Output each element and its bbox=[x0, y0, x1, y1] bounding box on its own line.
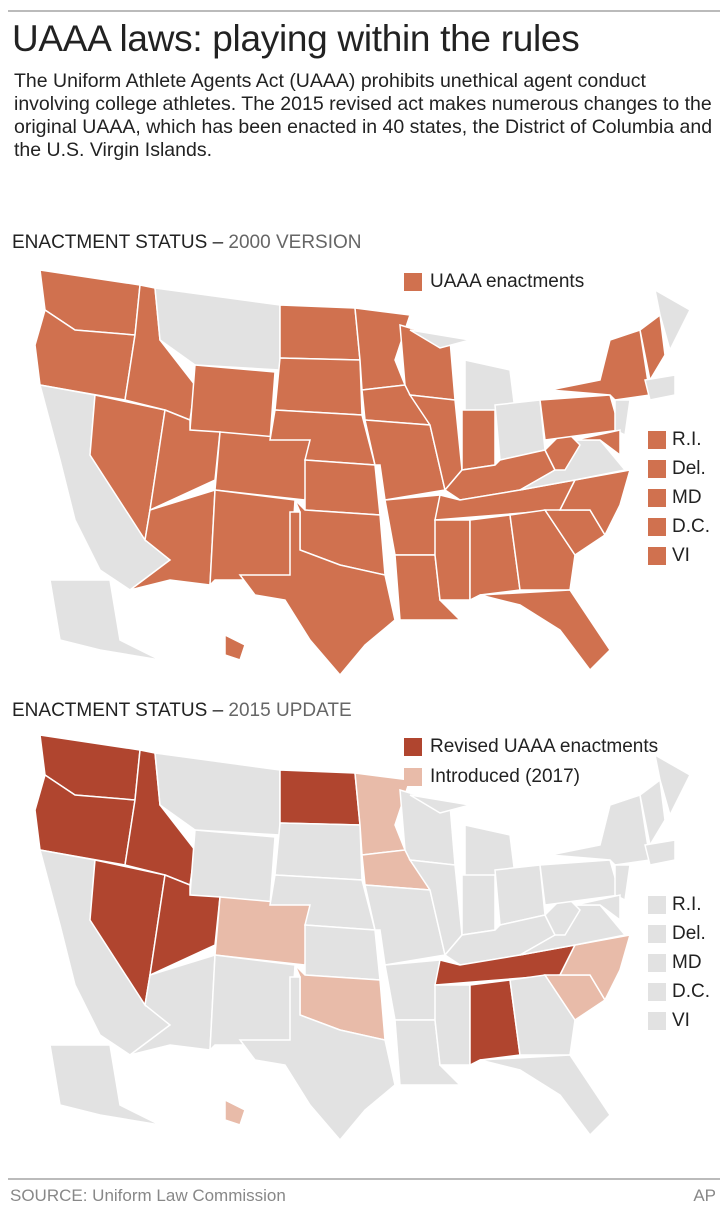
state bbox=[469, 979, 521, 1067]
small-state-label: MD bbox=[672, 487, 702, 508]
state bbox=[238, 976, 396, 1142]
small-state-label: Del. bbox=[672, 458, 706, 479]
state bbox=[49, 579, 161, 661]
state bbox=[304, 459, 381, 516]
state bbox=[614, 399, 631, 437]
state bbox=[461, 874, 496, 936]
small-state-swatch bbox=[648, 983, 666, 1001]
state bbox=[409, 329, 471, 349]
state bbox=[304, 924, 381, 981]
small-state-label: MD bbox=[672, 952, 702, 973]
small-state-swatch bbox=[648, 954, 666, 972]
state bbox=[434, 519, 471, 601]
state bbox=[434, 984, 471, 1066]
title: UAAA laws: playing within the rules bbox=[12, 18, 580, 59]
state bbox=[189, 364, 276, 441]
small-state-swatch bbox=[648, 547, 666, 565]
state bbox=[394, 554, 462, 621]
small-state-label: VI bbox=[672, 545, 690, 566]
small-state-swatch bbox=[648, 518, 666, 536]
legend-label: Revised UAAA enactments bbox=[430, 736, 658, 757]
small-state-swatch bbox=[648, 431, 666, 449]
state bbox=[238, 511, 396, 677]
map bbox=[34, 734, 691, 1142]
description: The Uniform Athlete Agents Act (UAAA) pr… bbox=[14, 70, 713, 161]
state bbox=[274, 357, 363, 416]
state bbox=[49, 1044, 161, 1126]
small-state-swatch bbox=[648, 460, 666, 478]
section-heading: ENACTMENT STATUS – 2000 VERSION bbox=[12, 232, 362, 254]
top-rule bbox=[8, 10, 720, 12]
heading: ENACTMENT STATUS – bbox=[12, 232, 224, 253]
state bbox=[274, 822, 363, 881]
state bbox=[154, 752, 281, 836]
small-state-label: Del. bbox=[672, 923, 706, 944]
state bbox=[214, 431, 311, 501]
small-state-label: R.I. bbox=[672, 429, 702, 450]
state bbox=[214, 896, 311, 966]
small-state-label: D.C. bbox=[672, 516, 710, 537]
map bbox=[34, 269, 691, 677]
source: SOURCE: Uniform Law Commission bbox=[10, 1186, 286, 1205]
small-state-label: R.I. bbox=[672, 894, 702, 915]
version: 2000 VERSION bbox=[228, 232, 362, 253]
state bbox=[653, 288, 691, 353]
state bbox=[509, 974, 576, 1056]
small-state-swatch bbox=[648, 896, 666, 914]
state bbox=[209, 489, 296, 587]
legend-swatch bbox=[404, 738, 422, 756]
legend-label: Introduced (2017) bbox=[430, 766, 580, 787]
state bbox=[549, 794, 651, 866]
state bbox=[549, 329, 651, 401]
state bbox=[279, 304, 361, 361]
legend-swatch bbox=[404, 768, 422, 786]
heading: ENACTMENT STATUS – bbox=[12, 700, 224, 721]
credit: AP bbox=[693, 1186, 716, 1205]
state bbox=[154, 287, 281, 371]
state bbox=[209, 954, 296, 1052]
state bbox=[384, 494, 441, 556]
section-heading: ENACTMENT STATUS – 2015 UPDATE bbox=[12, 700, 352, 722]
bottom-rule bbox=[8, 1178, 720, 1180]
legend-label: UAAA enactments bbox=[430, 271, 584, 292]
state bbox=[639, 313, 666, 383]
small-state-label: VI bbox=[672, 1010, 690, 1031]
small-state-label: D.C. bbox=[672, 981, 710, 1002]
state bbox=[479, 589, 611, 672]
state bbox=[279, 769, 361, 826]
state bbox=[224, 1098, 246, 1126]
state bbox=[224, 633, 246, 661]
version: 2015 UPDATE bbox=[228, 700, 352, 721]
state bbox=[574, 429, 621, 457]
small-state-swatch bbox=[648, 489, 666, 507]
state bbox=[644, 374, 676, 401]
state bbox=[479, 1054, 611, 1137]
state bbox=[394, 1019, 462, 1086]
state bbox=[461, 409, 496, 471]
state bbox=[574, 894, 621, 922]
state bbox=[653, 753, 691, 818]
small-state-swatch bbox=[648, 1012, 666, 1030]
state bbox=[644, 839, 676, 866]
state bbox=[639, 778, 666, 848]
legend-swatch bbox=[404, 273, 422, 291]
state bbox=[469, 514, 521, 602]
small-state-swatch bbox=[648, 925, 666, 943]
state bbox=[384, 959, 441, 1021]
state bbox=[614, 864, 631, 902]
state bbox=[409, 794, 471, 814]
state bbox=[189, 829, 276, 906]
state bbox=[509, 509, 576, 591]
